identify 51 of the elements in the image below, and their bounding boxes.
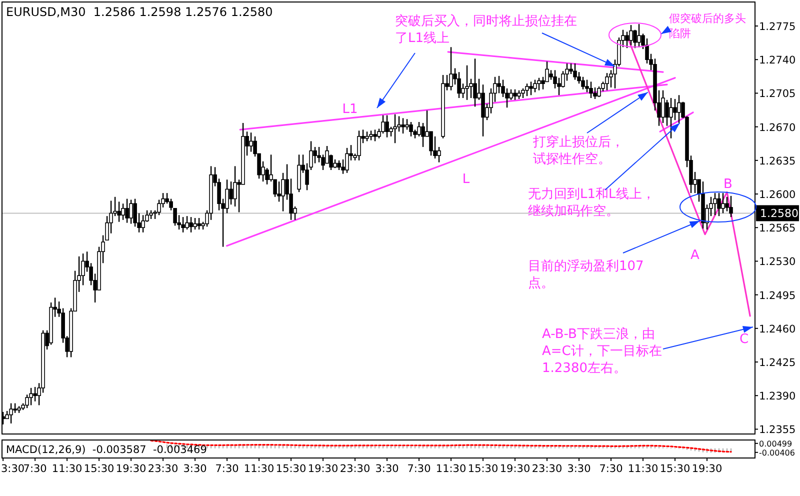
y-tick-label: 1.2495 [759,290,796,302]
y-tick-label: 1.2530 [759,256,796,268]
annotation: L1 [342,102,358,117]
y-tick-label: -0.00406 [759,448,795,458]
x-tick-label: 7:30 [407,463,431,475]
x-tick-label: 7:30 [23,463,47,475]
chart-title: MACD(12,26,9) -0.003587 -0.003469 [6,444,207,456]
x-tick-label: 11:30 [52,463,82,475]
x-tick-label: 15:30 [84,463,114,475]
x-tick-label: 23:30 [532,463,562,475]
x-tick-label: 19:30 [116,463,146,475]
y-tick-label: 1.2635 [759,155,796,168]
x-tick-label: 3:30 [567,463,591,475]
y-tick-label: 1.2775 [759,20,796,33]
y-tick-label: 1.2460 [759,323,796,336]
x-tick-label: 11:30 [628,463,658,475]
x-tick-label: 7:30 [215,463,239,475]
annotation: L [462,172,470,187]
ref-line-label: 1.2580 [760,207,798,220]
x-tick-label: 19:30 [308,463,338,475]
x-tick-label: 3:30 [1,463,25,475]
y-tick-label: 1.2425 [759,356,796,369]
x-tick-label: 3:30 [183,463,207,475]
y-tick-label: 1.2740 [759,54,796,67]
x-tick-label: 19:30 [692,463,722,475]
annotation: A-B-B下跌三浪，由A=C计，下一目标在1.2380左右。 [542,326,662,376]
y-tick-label: 1.2670 [759,122,796,134]
x-tick-label: 11:30 [244,463,274,475]
y-tick-label: 1.2390 [759,390,796,403]
x-tick-label: 15:30 [276,463,306,475]
annotation: 突破后买入，同时将止损位挂在了L1线上 [395,14,577,46]
x-tick-label: 15:30 [468,463,498,475]
chart-title: EURUSD,M30 1.2586 1.2598 1.2576 1.2580 [6,5,273,19]
y-tick-label: 1.2355 [759,424,796,436]
annotation: 目前的浮动盈利107点。 [528,259,644,291]
y-tick-label: 1.2565 [759,222,796,235]
y-tick-label: 1.2705 [759,88,796,100]
annotation: B [724,177,732,192]
y-tick-label: 1.2600 [759,188,796,201]
x-tick-label: 19:30 [500,463,530,475]
x-tick-label: 7:30 [599,463,623,475]
x-tick-label: 11:30 [436,463,466,475]
x-tick-label: 15:30 [660,463,690,475]
annotation: 打穿止损位后，试探性作空。 [532,135,624,167]
x-tick-label: 23:30 [340,463,370,475]
annotation: 无力回到L1和L线上，继续加码作空。 [528,187,655,219]
x-tick-label: 3:30 [375,463,399,475]
annotation: A [690,248,700,263]
x-tick-label: 23:30 [148,463,178,475]
annotation: C [739,332,749,347]
y-tick-label: 0.00499 [759,439,792,448]
